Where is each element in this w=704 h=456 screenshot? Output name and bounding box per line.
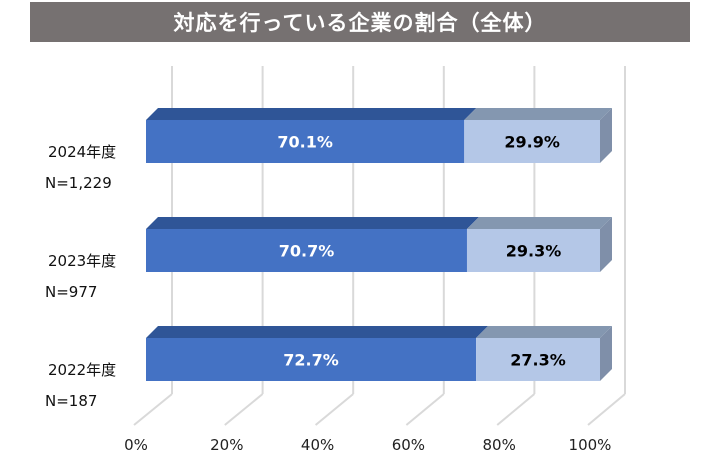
- floor-gridline: [587, 393, 626, 426]
- bar-side-face: [600, 108, 612, 163]
- data-label: 29.3%: [506, 242, 562, 261]
- bar-top-face: [476, 326, 612, 338]
- category-n-label: N=187: [45, 392, 97, 410]
- category-label: 2024年度: [48, 143, 116, 161]
- category-label: 2022年度: [48, 361, 116, 379]
- bar-top-face: [146, 217, 479, 229]
- data-label: 70.7%: [279, 242, 335, 261]
- bar-segment: [146, 120, 465, 163]
- bar-side-face: [600, 217, 612, 272]
- bar-segment: [146, 338, 477, 381]
- x-tick-label: 20%: [210, 436, 243, 454]
- x-tick-label: 80%: [483, 436, 516, 454]
- bar-top-face: [466, 217, 612, 229]
- bar-segment: [146, 229, 467, 272]
- bar-top-face: [464, 108, 612, 120]
- data-label: 70.1%: [277, 133, 333, 152]
- data-label: 27.3%: [510, 351, 566, 370]
- data-label: 72.7%: [283, 351, 339, 370]
- floor-gridline: [314, 393, 354, 426]
- bar-segment: [464, 120, 600, 163]
- category-n-label: N=1,229: [45, 174, 112, 192]
- x-tick-label: 60%: [392, 436, 425, 454]
- x-tick-label: 100%: [569, 436, 612, 454]
- floor-gridline: [496, 393, 536, 426]
- floor-gridline: [224, 393, 264, 426]
- bar-segment: [476, 338, 600, 381]
- floor-gridline: [133, 393, 173, 426]
- bar-top-face: [146, 108, 477, 120]
- floor-gridline: [405, 393, 445, 426]
- chart-title: 対応を行っている企業の割合（全体）: [30, 2, 690, 42]
- bar-top-face: [146, 326, 489, 338]
- bar-segment: [466, 229, 600, 272]
- category-n-label: N=977: [45, 283, 97, 301]
- data-label: 29.9%: [504, 133, 560, 152]
- x-tick-label: 40%: [301, 436, 334, 454]
- bar-side-face: [600, 326, 612, 381]
- category-label: 2023年度: [48, 252, 116, 270]
- x-tick-label: 0%: [124, 436, 148, 454]
